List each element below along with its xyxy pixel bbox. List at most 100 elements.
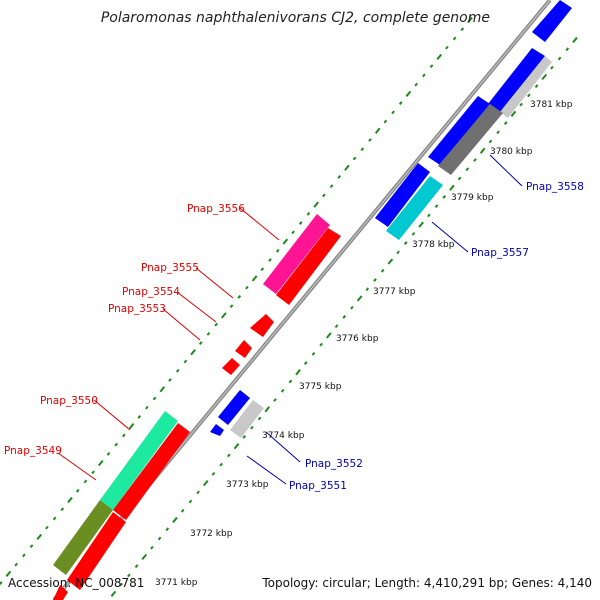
feature-pnap-3553[interactable] [235,340,252,358]
feature-pnap-3558-b[interactable] [438,104,503,175]
gc-dot [434,204,439,209]
feature-pnap-3550[interactable] [100,411,178,510]
gc-dot [405,90,412,97]
gene-label-pnap-3556[interactable]: Pnap_3556 [187,203,245,215]
gc-dot [572,36,578,44]
gc-dot [183,359,188,364]
gc-dot [52,516,57,521]
gene-label-pnap-3549[interactable]: Pnap_3549 [4,445,62,457]
gc-dot [219,462,223,467]
gc-dot [467,16,473,24]
gc-dot [245,285,249,290]
label-leaders [57,154,523,485]
gc-dot [165,527,170,532]
feature-pnap-3550-b[interactable] [113,423,190,520]
gene-label-pnap-3553[interactable]: Pnap_3553 [108,303,166,315]
gc-dot [29,544,34,549]
tick-label: 3773 kbp [226,480,269,490]
gene-label-pnap-3551[interactable]: Pnap_3551 [289,480,347,492]
gc-dot [344,164,350,171]
gc-dot [510,110,517,117]
gc-dot [221,312,227,319]
gc-dot [152,396,157,401]
gc-dot [134,564,139,569]
feature-pnap-3557-b[interactable] [386,176,443,240]
gc-dot [60,507,65,512]
gc-dot [175,368,180,373]
gene-label-pnap-3550[interactable]: Pnap_3550 [40,395,98,407]
gc-dot [268,258,272,262]
feature-pnap-3555[interactable] [276,228,341,305]
feature-pnap-3559[interactable] [488,48,545,112]
gc-dot [326,332,332,339]
gene-label-pnap-3554[interactable]: Pnap_3554 [122,286,180,298]
gc-dot [214,322,218,327]
gc-dot [275,248,280,253]
feature-pnap-3552-small[interactable] [222,358,240,375]
gc-dot [342,315,347,319]
gc-dot [298,221,303,225]
tick-label: 3779 kbp [451,193,494,203]
gc-dot [67,496,73,504]
tick-label: 3772 kbp [190,529,233,539]
gc-dot [237,295,242,299]
gc-dot [83,479,88,484]
feature-pnap-3554[interactable] [250,314,274,337]
gc-dot [145,405,149,410]
gc-dot [452,36,457,41]
gc-dot [541,73,548,81]
gene-label-pnap-3558[interactable]: Pnap_3558 [526,181,584,193]
gc-dot [427,213,431,218]
gene-label-pnap-3555[interactable]: Pnap_3555 [141,262,199,274]
feature-pnap-3560[interactable] [532,0,572,42]
gc-dot [334,324,339,329]
gc-dot [403,241,408,245]
feature-pnap-3557[interactable] [375,163,430,227]
feature-pnap-3552-b[interactable] [230,400,264,438]
gc-dot [534,84,539,89]
gc-dot [91,470,95,475]
gc-dot [180,508,185,513]
feature-pnap-3552[interactable] [218,390,250,425]
gc-dot [488,139,493,144]
gc-dot [196,490,200,495]
gc-dot [313,201,319,208]
gc-dot [157,536,162,541]
feature-pnap-3547[interactable] [53,585,68,600]
gc-dot [396,250,400,255]
feature-pnap-3548[interactable] [67,512,126,590]
tick-label: 3778 kbp [412,240,455,250]
gc-dot [150,545,154,550]
gc-dot [411,231,416,236]
gc-dot [337,175,342,179]
gc-dot [329,184,334,189]
gc-dot [503,121,508,125]
gc-dot [391,110,395,115]
gc-dot [418,221,424,228]
gc-dot [442,195,447,199]
gc-dot [190,349,196,356]
gc-dot [365,287,370,292]
gc-dot [303,361,308,365]
gc-dot [380,268,385,273]
gc-dot [291,230,295,235]
gc-dot [188,499,193,504]
gene-label-pnap-3552[interactable]: Pnap_3552 [305,458,363,470]
feature-pnap-3549[interactable] [53,500,113,575]
gc-dot [172,516,178,524]
gc-dot [260,267,265,272]
map-title: Polaromonas naphthalenivorans CJ2, compl… [101,10,490,26]
feature-pnap-3558[interactable] [428,96,490,165]
gc-dot [550,65,554,70]
gc-dot [422,73,426,78]
feature-pnap-3559-b[interactable] [500,56,552,118]
feature-pnap-3556[interactable] [263,214,330,294]
feature-pnap-3551[interactable] [210,424,224,436]
gc-dot [288,379,293,384]
gc-dot [14,562,18,567]
gene-label-pnap-3557[interactable]: Pnap_3557 [471,247,529,259]
gc-dot [168,378,172,382]
gc-dot [251,275,258,282]
gc-dot [360,147,365,152]
